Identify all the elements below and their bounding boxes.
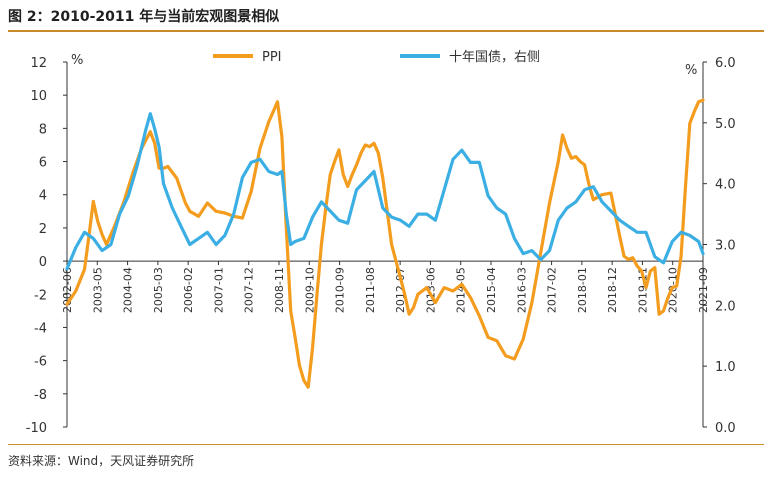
bond-line: [65, 112, 705, 271]
left-tick-label: 0: [39, 255, 47, 270]
x-tick-label: 2015-04: [485, 267, 498, 313]
chart-title: 图 2：2010-2011 年与当前宏观图景相似: [8, 9, 280, 25]
left-tick-label: -2: [34, 288, 47, 303]
left-tick-label: -6: [34, 355, 47, 370]
left-tick-label: -10: [26, 421, 47, 436]
legend-ppi-label: PPI: [262, 50, 282, 65]
x-tick-label: 2004-04: [122, 267, 135, 313]
title-rule: [8, 30, 764, 32]
x-tick-label: 2003-05: [91, 267, 104, 313]
left-tick-label: 10: [30, 89, 47, 104]
legend-bond-label: 十年国债，右侧: [449, 50, 540, 65]
x-tick-label: 2016-03: [515, 267, 528, 313]
right-tick-label: 3.0: [715, 239, 736, 254]
series-lines: [65, 98, 705, 389]
left-tick-label: -4: [34, 321, 47, 336]
right-tick-label: 6.0: [715, 56, 736, 71]
x-tick-label: 2007-01: [212, 267, 225, 313]
left-tick-label: 6: [39, 156, 47, 171]
x-tick-label: 2012-07: [394, 267, 407, 313]
x-tick-label: 2005-03: [152, 267, 165, 313]
right-tick-label: 2.0: [715, 299, 736, 314]
x-tick-label: 2019-11: [636, 267, 649, 313]
right-tick-label: 5.0: [715, 117, 736, 132]
x-tick-label: 2011-08: [364, 267, 377, 313]
footer-rule: [8, 444, 764, 445]
x-tick-label: 2002-06: [61, 267, 74, 313]
ppi-line: [65, 98, 705, 389]
left-tick-label: -8: [34, 388, 47, 403]
source-note: 资料来源：Wind，天风证券研究所: [8, 454, 195, 468]
x-tick-label: 2017-02: [546, 267, 559, 313]
x-tick-label: 2008-11: [273, 267, 286, 313]
left-tick-label: 12: [30, 56, 47, 71]
left-tick-label: 2: [39, 222, 47, 237]
right-tick-label: 0.0: [715, 421, 736, 436]
x-tick-label: 2006-02: [182, 267, 195, 313]
x-tick-label: 2014-05: [455, 267, 468, 313]
right-tick-label: 1.0: [715, 360, 736, 375]
x-tick-label: 2010-09: [334, 267, 347, 313]
x-tick-label: 2009-10: [303, 267, 316, 313]
legend: PPI 十年国债，右侧: [213, 50, 540, 65]
x-tick-label: 2021-09: [697, 267, 710, 313]
x-tick-label: 2018-12: [606, 267, 619, 313]
left-tick-label: 4: [39, 189, 47, 204]
right-tick-label: 4.0: [715, 178, 736, 193]
left-unit: %: [71, 53, 83, 68]
right-unit: %: [685, 63, 697, 78]
x-tick-label: 2007-12: [243, 267, 256, 313]
x-tick-label: 2018-01: [576, 267, 589, 313]
axes-group: 12 10 8 6 4 2 0 -2 -4 -6 -8 -10 6.0 5.0 4.0 3.0 2.0 1.0 0.…: [26, 53, 736, 436]
left-tick-label: 8: [39, 122, 47, 137]
